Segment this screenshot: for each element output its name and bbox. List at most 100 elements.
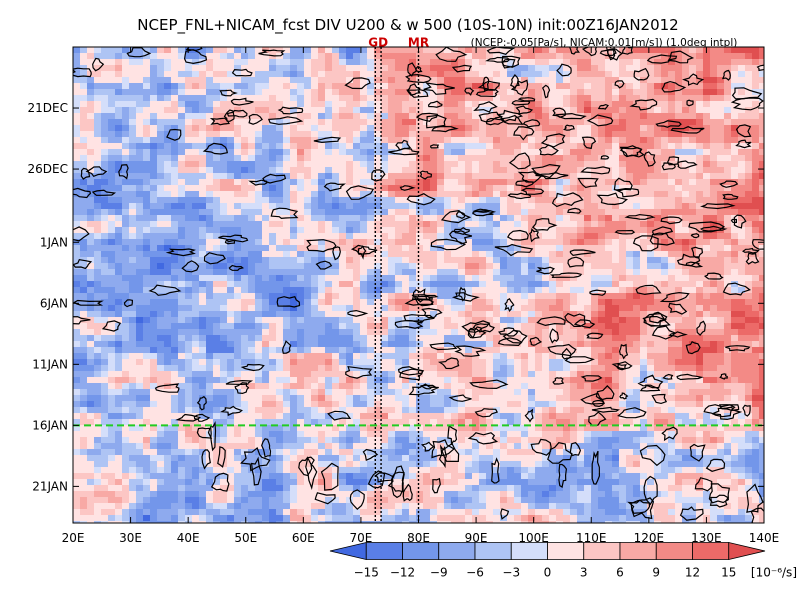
heat-cell (458, 173, 466, 180)
heat-cell (605, 155, 613, 162)
heat-cell (248, 77, 256, 84)
heat-cell (668, 59, 676, 66)
heat-cell (332, 275, 340, 282)
heat-cell (745, 167, 753, 174)
heat-cell (395, 131, 403, 138)
heat-cell (724, 329, 732, 336)
heat-cell (255, 77, 263, 84)
heat-cell (171, 341, 179, 348)
heat-cell (185, 197, 193, 204)
heat-cell (108, 155, 116, 162)
heat-cell (696, 107, 704, 114)
heat-cell (542, 269, 550, 276)
heat-cell (192, 269, 200, 276)
heat-cell (227, 221, 235, 228)
heat-cell (738, 59, 746, 66)
heat-cell (542, 119, 550, 126)
heat-cell (332, 191, 340, 198)
heat-cell (584, 263, 592, 270)
heat-cell (241, 47, 249, 54)
heat-cell (437, 269, 445, 276)
heat-cell (304, 269, 312, 276)
heat-cell (752, 299, 760, 306)
heat-cell (311, 263, 319, 270)
heat-cell (759, 233, 764, 240)
heat-cell (696, 77, 704, 84)
heat-cell (283, 251, 291, 258)
heat-cell (696, 167, 704, 174)
heat-cell (472, 155, 480, 162)
heat-cell (703, 149, 711, 156)
heat-cell (661, 257, 669, 264)
heat-cell (381, 341, 389, 348)
heat-cell (549, 281, 557, 288)
heat-cell (759, 317, 764, 324)
heat-cell (136, 305, 144, 312)
heat-cell (73, 227, 81, 234)
heat-cell (570, 245, 578, 252)
heat-cell (101, 293, 109, 300)
heat-cell (94, 71, 102, 78)
heat-cell (262, 311, 270, 318)
heat-cell (248, 53, 256, 60)
heat-cell (262, 329, 270, 336)
heat-cell (675, 263, 683, 270)
heat-cell (290, 167, 298, 174)
heat-cell (80, 281, 88, 288)
heat-cell (647, 125, 655, 132)
heat-cell (150, 317, 158, 324)
heat-cell (591, 143, 599, 150)
heat-cell (584, 269, 592, 276)
heat-cell (269, 131, 277, 138)
heat-cell (255, 167, 263, 174)
heat-cell (633, 47, 641, 54)
heat-cell (255, 143, 263, 150)
heat-cell (605, 263, 613, 270)
heat-cell (80, 83, 88, 90)
heat-cell (360, 293, 368, 300)
heat-cell (584, 341, 592, 348)
heat-cell (143, 167, 151, 174)
heat-cell (227, 71, 235, 78)
heat-cell (661, 221, 669, 228)
heat-cell (661, 281, 669, 288)
heat-cell (318, 281, 326, 288)
heat-cell (122, 101, 130, 108)
heat-cell (416, 233, 424, 240)
heat-cell (360, 47, 368, 54)
heat-cell (584, 293, 592, 300)
heat-cell (87, 317, 95, 324)
heat-cell (668, 305, 676, 312)
heat-cell (563, 239, 571, 246)
heat-cell (164, 197, 172, 204)
heat-cell (388, 167, 396, 174)
heat-cell (143, 215, 151, 222)
heat-cell (87, 191, 95, 198)
heat-cell (290, 317, 298, 324)
heat-cell (157, 347, 165, 354)
heat-cell (556, 203, 564, 210)
heat-cell (689, 215, 697, 222)
heat-cell (101, 161, 109, 168)
heat-cell (444, 335, 452, 342)
heat-cell (395, 281, 403, 288)
heat-cell (675, 101, 683, 108)
heat-cell (479, 59, 487, 66)
heat-cell (129, 329, 137, 336)
heat-cell (521, 209, 529, 216)
heat-cell (199, 209, 207, 216)
heat-cell (416, 155, 424, 162)
heat-cell (276, 269, 284, 276)
divergence-field (73, 47, 764, 523)
heat-cell (654, 95, 662, 102)
heat-cell (759, 245, 764, 252)
heat-cell (164, 143, 172, 150)
heat-cell (339, 311, 347, 318)
heat-cell (724, 107, 732, 114)
heat-cell (178, 221, 186, 228)
heat-cell (605, 107, 613, 114)
heat-cell (605, 251, 613, 258)
heat-cell (311, 323, 319, 330)
heat-cell (402, 131, 410, 138)
heat-cell (80, 287, 88, 294)
